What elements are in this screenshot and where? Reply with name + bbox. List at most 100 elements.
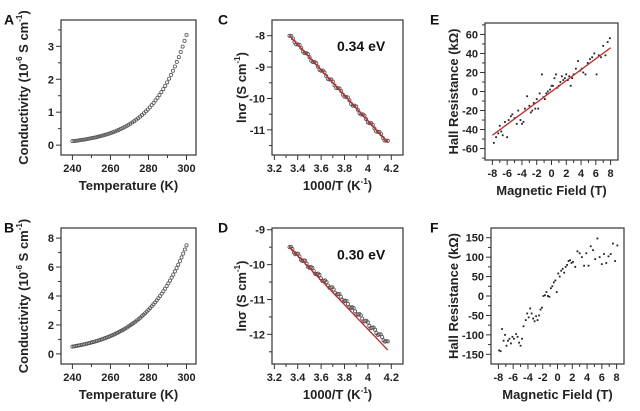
data-point: [347, 98, 352, 103]
panel-letter: A: [4, 11, 14, 27]
data-point: [604, 54, 607, 57]
data-point: [80, 137, 85, 142]
data-point: [603, 253, 605, 255]
y-tick-label: 0: [478, 291, 484, 303]
data-point: [542, 295, 545, 297]
data-point: [507, 339, 509, 342]
y-axis-label: Conductivity (10-6 S cm-1): [15, 10, 31, 164]
data-point: [507, 119, 510, 121]
data-point: [111, 130, 116, 135]
panel-letter: E: [430, 11, 439, 27]
data-point: [500, 130, 503, 133]
data-point: [345, 301, 350, 306]
data-point: [602, 44, 605, 47]
data-point: [331, 287, 336, 292]
data-point: [585, 252, 588, 255]
x-tick-label: 2: [563, 168, 569, 180]
data-point: [377, 332, 382, 337]
data-point: [537, 107, 540, 110]
data-point: [351, 306, 356, 311]
data-point: [546, 90, 549, 93]
panel-f: F-8 -6 -4 -2 0 2 4 6 8-150-100-50050100150Magnet…: [430, 219, 625, 402]
data-point: [179, 255, 184, 260]
data-point: [324, 280, 329, 285]
data-point: [595, 73, 598, 76]
data-point: [105, 132, 110, 137]
data-point: [600, 263, 603, 266]
data-point: [299, 45, 304, 50]
data-point: [112, 129, 117, 134]
data-point: [583, 264, 585, 267]
data-point: [87, 136, 92, 141]
data-point: [527, 316, 530, 319]
data-point: [149, 103, 154, 108]
data-point: [552, 84, 554, 87]
data-point: [586, 62, 589, 64]
data-point: [576, 250, 579, 253]
data-point: [549, 88, 551, 91]
data-point: [521, 122, 523, 125]
data-point: [567, 260, 570, 262]
x-axis-label: Temperature (K): [79, 387, 178, 402]
data-point: [606, 41, 609, 43]
data-point: [76, 138, 81, 143]
data-point: [519, 344, 522, 347]
data-point: [557, 272, 560, 275]
data-point: [568, 75, 571, 78]
fit-line: [492, 47, 611, 136]
data-point: [511, 113, 514, 116]
data-point: [605, 262, 608, 264]
data-point: [534, 107, 537, 110]
data-point: [574, 265, 577, 268]
data-point: [495, 136, 497, 139]
data-point: [538, 92, 541, 95]
panel-letter: B: [4, 219, 14, 235]
x-tick-label: 3.8: [337, 372, 352, 384]
data-point: [553, 77, 556, 80]
data-point: [580, 256, 583, 259]
x-axis-label-end: ): [368, 387, 372, 402]
y-tick-label: -10: [249, 260, 265, 272]
x-tick-label: -8: [493, 372, 503, 384]
data-point: [570, 262, 573, 264]
plot-frame: [60, 19, 197, 156]
data-point: [157, 93, 162, 98]
data-point: [176, 55, 181, 60]
x-axis-label-main: 1000/T (K: [303, 178, 361, 193]
data-point: [596, 237, 599, 240]
data-point: [572, 260, 574, 263]
y-tick-label: 2: [48, 320, 54, 332]
data-point: [548, 295, 551, 298]
data-point: [552, 281, 555, 284]
data-point: [166, 281, 171, 286]
data-point: [155, 95, 160, 100]
x-tick-label: 3.6: [313, 372, 328, 384]
y-tick-label: -50: [468, 310, 484, 322]
data-point: [522, 325, 525, 328]
data-point: [539, 308, 542, 311]
x-tick-label: 4.2: [384, 372, 399, 384]
data-point: [116, 127, 121, 132]
data-point: [365, 320, 370, 325]
data-point: [561, 267, 564, 270]
data-point: [592, 249, 594, 252]
data-point: [315, 64, 320, 69]
data-point: [118, 126, 123, 131]
data-point: [531, 109, 534, 112]
data-point: [517, 109, 520, 112]
y-tick-label: -60: [462, 144, 478, 156]
data-point: [169, 72, 174, 77]
x-tick-label: 4: [584, 372, 591, 384]
x-axis-label-sup: -1: [361, 177, 369, 186]
data-point: [505, 344, 508, 347]
data-point: [72, 138, 77, 143]
data-point: [504, 333, 506, 336]
data-point: [589, 58, 591, 61]
data-point: [501, 134, 504, 137]
x-tick-label: -6: [508, 372, 518, 384]
data-point: [577, 60, 579, 62]
x-axis-label: Temperature (K): [79, 178, 178, 193]
y-axis-label: Hall Resistance (kΩ): [446, 233, 461, 359]
